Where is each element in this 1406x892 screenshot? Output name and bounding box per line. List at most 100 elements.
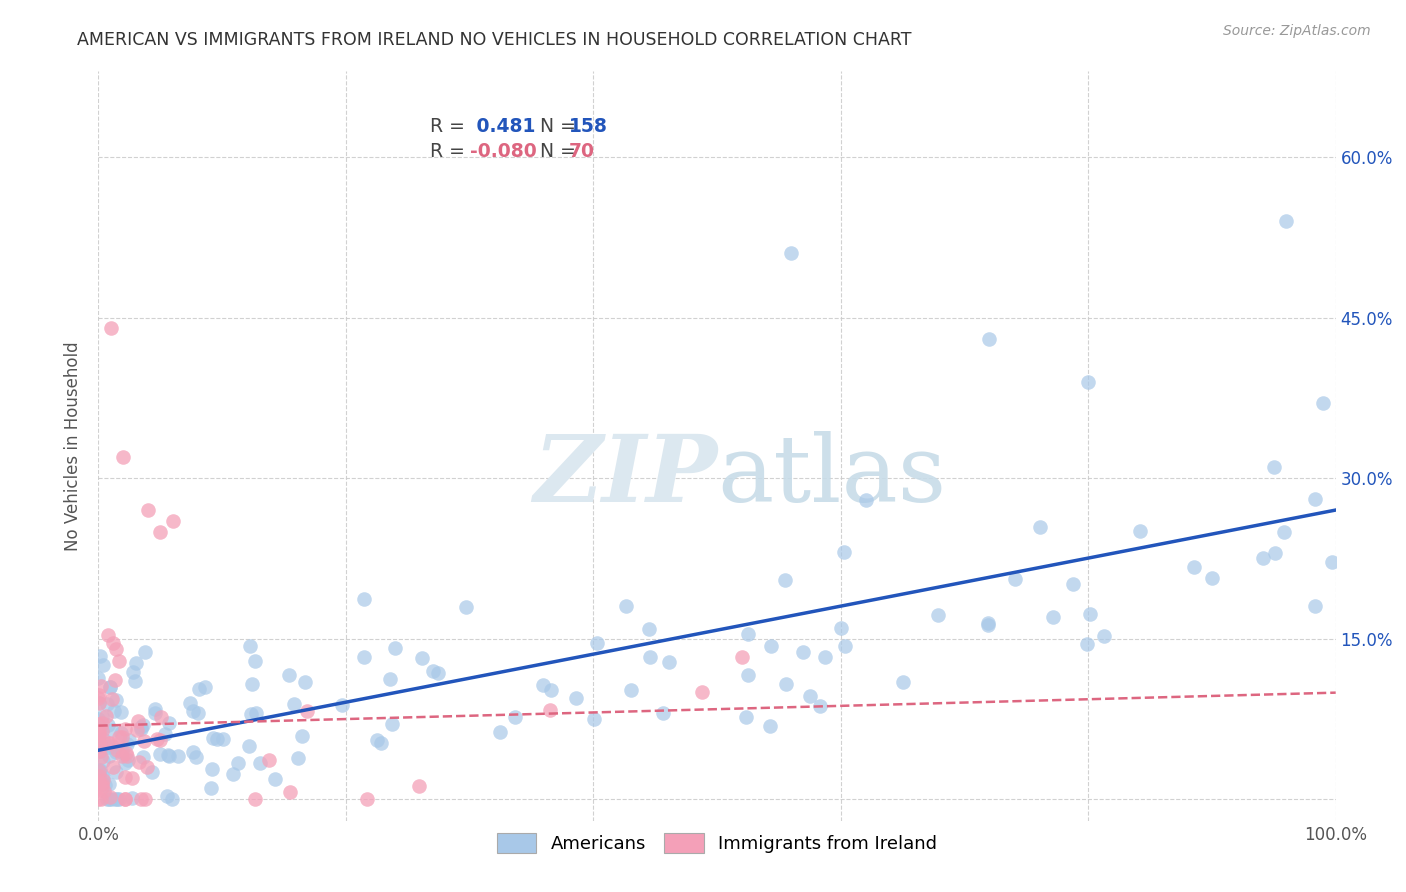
- Point: [658, 655, 681, 669]
- Point: [90, 738, 112, 752]
- Point: [87, 792, 110, 806]
- Point: [93, 784, 115, 798]
- Point: [201, 731, 224, 746]
- Point: [149, 747, 172, 761]
- Point: [294, 675, 316, 690]
- Point: [87, 769, 110, 783]
- Point: [124, 656, 146, 670]
- Point: [114, 770, 136, 784]
- Text: N =: N =: [534, 142, 582, 161]
- Point: [105, 641, 128, 656]
- Point: [297, 704, 319, 718]
- Point: [620, 682, 643, 697]
- Point: [105, 792, 128, 806]
- Point: [111, 745, 134, 759]
- Point: [149, 733, 172, 747]
- Point: [243, 792, 266, 806]
- Point: [136, 760, 159, 774]
- Point: [87, 727, 110, 741]
- Point: [110, 748, 132, 763]
- Point: [731, 649, 754, 664]
- Point: [353, 650, 375, 665]
- Point: [87, 712, 110, 726]
- Point: [1303, 599, 1326, 613]
- Point: [1272, 524, 1295, 539]
- Point: [114, 723, 136, 737]
- Point: [114, 792, 136, 806]
- Point: [101, 691, 124, 706]
- Point: [105, 693, 128, 707]
- Point: [160, 792, 183, 806]
- Point: [110, 706, 132, 720]
- Point: [1182, 559, 1205, 574]
- Point: [91, 754, 114, 768]
- Point: [540, 683, 562, 698]
- Point: [103, 705, 125, 719]
- Point: [89, 728, 111, 742]
- Point: [814, 650, 837, 665]
- Point: [97, 739, 120, 754]
- Text: 70: 70: [568, 142, 595, 161]
- Text: AMERICAN VS IMMIGRANTS FROM IRELAND NO VEHICLES IN HOUSEHOLD CORRELATION CHART: AMERICAN VS IMMIGRANTS FROM IRELAND NO V…: [77, 31, 912, 49]
- Point: [194, 680, 217, 694]
- Point: [330, 698, 353, 713]
- Point: [834, 545, 856, 559]
- Point: [90, 776, 112, 790]
- Point: [1029, 520, 1052, 534]
- Point: [773, 573, 796, 587]
- Point: [134, 792, 156, 806]
- Point: [378, 672, 401, 686]
- Point: [87, 744, 110, 758]
- Point: [531, 678, 554, 692]
- Y-axis label: No Vehicles in Household: No Vehicles in Household: [65, 341, 83, 551]
- Point: [240, 706, 263, 721]
- Point: [799, 689, 821, 703]
- Point: [87, 775, 110, 789]
- Point: [143, 706, 166, 720]
- Point: [1312, 396, 1334, 410]
- Point: [141, 764, 163, 779]
- Point: [117, 753, 139, 767]
- Point: [690, 684, 713, 698]
- Point: [114, 792, 136, 806]
- Point: [89, 738, 111, 752]
- Point: [1263, 460, 1285, 475]
- Point: [134, 645, 156, 659]
- Point: [149, 524, 172, 539]
- Point: [156, 789, 179, 804]
- Point: [89, 688, 111, 702]
- Point: [129, 722, 152, 736]
- Point: [91, 716, 114, 731]
- Point: [735, 710, 758, 724]
- Point: [89, 648, 111, 663]
- Point: [87, 690, 110, 705]
- Point: [283, 698, 305, 712]
- Point: [111, 730, 134, 744]
- Point: [97, 717, 120, 731]
- Text: R =: R =: [430, 117, 465, 136]
- Point: [101, 636, 124, 650]
- Point: [87, 671, 110, 685]
- Point: [1078, 607, 1101, 621]
- Point: [759, 639, 782, 653]
- Point: [129, 792, 152, 806]
- Point: [89, 763, 111, 777]
- Legend: Americans, Immigrants from Ireland: Americans, Immigrants from Ireland: [489, 826, 945, 860]
- Point: [201, 763, 224, 777]
- Point: [150, 710, 173, 724]
- Text: N =: N =: [534, 117, 582, 136]
- Point: [181, 704, 204, 718]
- Point: [834, 639, 856, 653]
- Point: [538, 703, 561, 717]
- Point: [127, 723, 149, 738]
- Point: [91, 770, 114, 784]
- Point: [652, 706, 675, 720]
- Point: [103, 673, 125, 687]
- Point: [205, 731, 228, 746]
- Point: [157, 716, 180, 731]
- Point: [1251, 551, 1274, 566]
- Point: [145, 731, 167, 746]
- Point: [110, 726, 132, 740]
- Point: [976, 618, 998, 632]
- Point: [366, 732, 388, 747]
